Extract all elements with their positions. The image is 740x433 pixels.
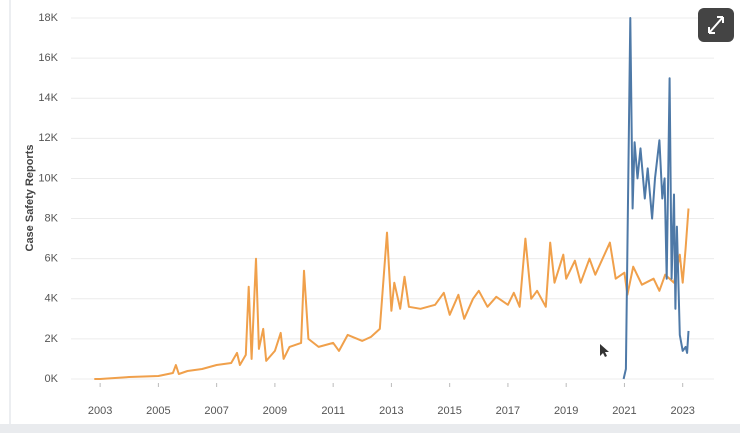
series-line — [622, 17, 690, 380]
x-tick-label: 2015 — [437, 405, 461, 417]
y-tick-label: 10K — [38, 172, 58, 184]
x-tick-label: 2011 — [321, 405, 345, 417]
expand-button[interactable] — [698, 8, 734, 42]
y-tick-label: 4K — [45, 293, 59, 305]
x-tick-label: 2013 — [379, 405, 403, 417]
y-tick-label: 0K — [45, 373, 59, 385]
y-tick-label: 2K — [45, 333, 59, 345]
x-tick-label: 2019 — [554, 405, 578, 417]
x-tick-label: 2021 — [612, 405, 636, 417]
expand-icon — [708, 16, 724, 34]
y-tick-label: 8K — [45, 212, 59, 224]
y-axis-title: Case Safety Reports — [24, 145, 36, 252]
plot-area: 0K 2K 4K 6K 8K 10K 12K 14K 16K 18K 2003 2005 2007 200… — [38, 12, 714, 417]
x-tick-label: 2017 — [496, 405, 520, 417]
y-tick-label: 16K — [38, 52, 58, 64]
bottom-strip — [0, 424, 740, 433]
cursor — [600, 344, 609, 357]
x-tick-label: 2003 — [88, 405, 112, 417]
y-tick-label: 14K — [38, 92, 58, 104]
x-tick-label: 2009 — [263, 405, 287, 417]
x-tick-label: 2023 — [670, 405, 694, 417]
x-tick-label: 2007 — [204, 405, 228, 417]
y-tick-label: 12K — [38, 132, 58, 144]
x-tick-label: 2005 — [146, 405, 170, 417]
y-tick-label: 18K — [38, 12, 58, 24]
series-line — [94, 208, 690, 380]
y-tick-label: 6K — [45, 253, 59, 265]
